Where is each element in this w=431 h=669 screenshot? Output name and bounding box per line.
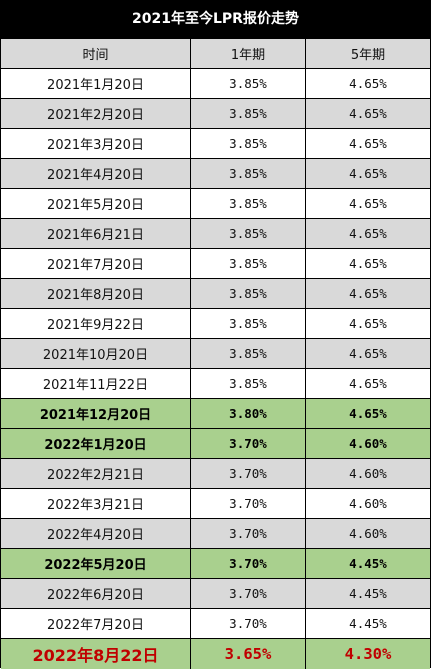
lpr-1y-cell: 3.70%	[191, 609, 306, 638]
lpr-5y-cell: 4.65%	[349, 136, 387, 151]
table-row: 2022年1月20日 3.70% 4.60%	[1, 429, 430, 459]
table-row: 2022年8月22日 3.65% 4.30%	[1, 639, 430, 669]
lpr-5y-cell: 4.65%	[349, 76, 387, 91]
lpr-1y-cell: 3.70%	[191, 489, 306, 518]
lpr-5y-cell: 4.60%	[349, 436, 387, 451]
lpr-1y-cell: 3.70%	[191, 549, 306, 578]
date-cell: 2021年5月20日	[1, 189, 191, 218]
table-row: 2022年5月20日 3.70% 4.45%	[1, 549, 430, 579]
lpr-5y-cell: 4.65%	[349, 106, 387, 121]
table-row: 2021年11月22日 3.85% 4.65%	[1, 369, 430, 399]
lpr-5y-cell: 4.65%	[349, 196, 387, 211]
date-cell: 2021年3月20日	[1, 129, 191, 158]
lpr-5y-cell: 4.45%	[349, 556, 387, 571]
table-row: 2021年1月20日 3.85% 4.65%	[1, 69, 430, 99]
lpr-5y-cell: 4.65%	[349, 286, 387, 301]
table-row: 2021年10月20日 3.85% 4.65%	[1, 339, 430, 369]
date-cell: 2022年2月21日	[1, 459, 191, 488]
date-cell: 2021年12月20日	[1, 399, 191, 428]
table-body: 2021年1月20日 3.85% 4.65% 2021年2月20日 3.85% 4.65%…	[1, 69, 430, 669]
header-5y: 5年期	[350, 48, 386, 63]
table-row: 2021年6月21日 3.85% 4.65%	[1, 219, 430, 249]
date-cell: 2022年1月20日	[1, 429, 191, 458]
table-row: 2021年2月20日 3.85% 4.65%	[1, 99, 430, 129]
lpr-1y-cell: 3.85%	[191, 219, 306, 248]
table-row: 2021年9月22日 3.85% 4.65%	[1, 309, 430, 339]
table-row: 2021年8月20日 3.85% 4.65%	[1, 279, 430, 309]
date-cell: 2021年4月20日	[1, 159, 191, 188]
table-row: 2022年4月20日 3.70% 4.60%	[1, 519, 430, 549]
lpr-1y-cell: 3.65%	[191, 639, 306, 669]
header-date: 时间	[1, 39, 191, 68]
table-row: 2022年2月21日 3.70% 4.60%	[1, 459, 430, 489]
table-row: 2021年3月20日 3.85% 4.65%	[1, 129, 430, 159]
lpr-5y-cell: 4.65%	[349, 346, 387, 361]
lpr-1y-cell: 3.85%	[191, 159, 306, 188]
lpr-5y-cell: 4.60%	[349, 496, 387, 511]
date-cell: 2022年5月20日	[1, 549, 191, 578]
table-row: 2021年5月20日 3.85% 4.65%	[1, 189, 430, 219]
table-row: 2021年4月20日 3.85% 4.65%	[1, 159, 430, 189]
table-title: 2021年至今LPR报价走势	[1, 1, 430, 39]
lpr-1y-cell: 3.85%	[191, 99, 306, 128]
date-cell: 2022年6月20日	[1, 579, 191, 608]
date-cell: 2021年8月20日	[1, 279, 191, 308]
lpr-1y-cell: 3.85%	[191, 129, 306, 158]
lpr-1y-cell: 3.85%	[191, 309, 306, 338]
date-cell: 2021年6月21日	[1, 219, 191, 248]
table-row: 2021年7月20日 3.85% 4.65%	[1, 249, 430, 279]
date-cell: 2022年4月20日	[1, 519, 191, 548]
header-1y: 1年期	[191, 39, 306, 68]
lpr-1y-cell: 3.85%	[191, 249, 306, 278]
date-cell: 2022年7月20日	[1, 609, 191, 638]
lpr-5y-cell: 4.65%	[349, 226, 387, 241]
lpr-5y-cell: 4.45%	[349, 586, 387, 601]
date-cell: 2022年8月22日	[1, 639, 191, 669]
lpr-1y-cell: 3.70%	[191, 579, 306, 608]
date-cell: 2021年2月20日	[1, 99, 191, 128]
lpr-5y-cell: 4.60%	[349, 466, 387, 481]
lpr-1y-cell: 3.85%	[191, 279, 306, 308]
lpr-1y-cell: 3.80%	[191, 399, 306, 428]
date-cell: 2021年10月20日	[1, 339, 191, 368]
date-cell: 2021年9月22日	[1, 309, 191, 338]
table-row: 2022年3月21日 3.70% 4.60%	[1, 489, 430, 519]
table-row: 2022年6月20日 3.70% 4.45%	[1, 579, 430, 609]
lpr-1y-cell: 3.85%	[191, 369, 306, 398]
date-cell: 2021年11月22日	[1, 369, 191, 398]
date-cell: 2021年7月20日	[1, 249, 191, 278]
lpr-1y-cell: 3.85%	[191, 69, 306, 98]
date-cell: 2022年3月21日	[1, 489, 191, 518]
lpr-1y-cell: 3.85%	[191, 189, 306, 218]
lpr-1y-cell: 3.70%	[191, 459, 306, 488]
table-row: 2022年7月20日 3.70% 4.45%	[1, 609, 430, 639]
lpr-5y-cell: 4.65%	[349, 166, 387, 181]
lpr-5y-cell: 4.45%	[349, 616, 387, 631]
lpr-1y-cell: 3.85%	[191, 339, 306, 368]
lpr-5y-cell: 4.65%	[349, 406, 387, 421]
date-cell: 2021年1月20日	[1, 69, 191, 98]
lpr-5y-cell: 4.30%	[344, 645, 392, 663]
lpr-1y-cell: 3.70%	[191, 519, 306, 548]
lpr-5y-cell: 4.60%	[349, 526, 387, 541]
lpr-1y-cell: 3.70%	[191, 429, 306, 458]
lpr-5y-cell: 4.65%	[349, 316, 387, 331]
lpr-5y-cell: 4.65%	[349, 256, 387, 271]
table-row: 2021年12月20日 3.80% 4.65%	[1, 399, 430, 429]
header-row: 时间 1年期 5年期	[1, 39, 430, 69]
lpr-5y-cell: 4.65%	[349, 376, 387, 391]
